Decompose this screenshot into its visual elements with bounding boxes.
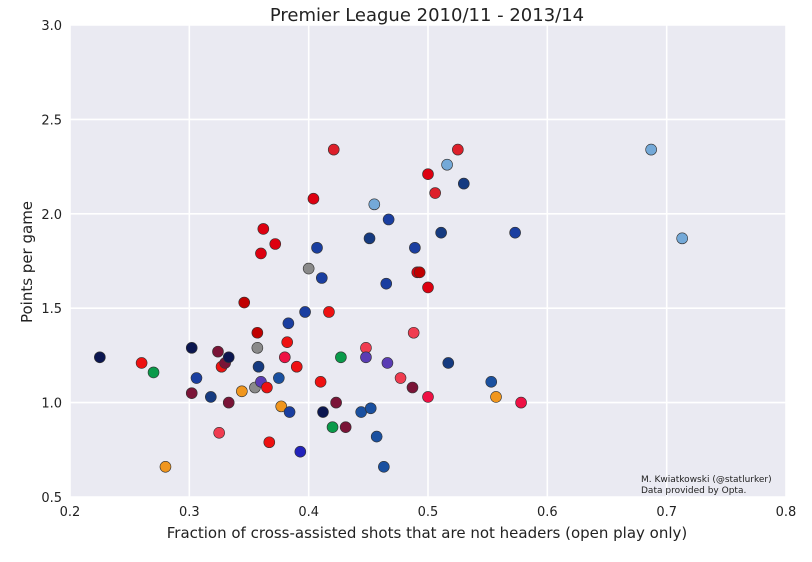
- x-axis-label: Fraction of cross-assisted shots that ar…: [167, 524, 688, 542]
- gridlines: [69, 24, 787, 498]
- chart-title: Premier League 2010/11 - 2013/14: [270, 5, 584, 26]
- data-point: [485, 376, 498, 388]
- data-point: [314, 376, 327, 388]
- data-points: [94, 143, 688, 473]
- data-point: [490, 391, 502, 403]
- y-axis-label: Points per game: [18, 201, 36, 323]
- data-point: [435, 226, 447, 239]
- data-point: [368, 198, 381, 211]
- data-point: [327, 143, 340, 156]
- data-point: [307, 192, 320, 205]
- credit-author: M. Kwiatkowski (@statlurker): [641, 475, 772, 485]
- x-tick-label: 0.5: [418, 505, 439, 520]
- data-point: [261, 381, 273, 394]
- data-point: [269, 238, 282, 250]
- y-tick-label: 3.0: [41, 19, 62, 34]
- data-point: [370, 430, 383, 443]
- data-point: [213, 427, 225, 439]
- credit-source: Data provided by Opta.: [641, 486, 746, 496]
- data-point: [315, 272, 328, 284]
- x-tick-label: 0.8: [776, 505, 797, 520]
- data-point: [294, 445, 307, 458]
- data-point: [263, 436, 276, 449]
- data-point: [212, 345, 224, 358]
- data-point: [335, 351, 347, 364]
- data-point: [452, 143, 464, 156]
- y-tick-label: 1.0: [41, 397, 62, 412]
- data-point: [330, 396, 342, 409]
- data-point: [282, 317, 295, 330]
- data-point: [409, 241, 421, 254]
- data-point: [441, 158, 453, 171]
- data-point: [364, 402, 377, 415]
- data-point: [442, 357, 455, 369]
- data-point: [159, 460, 172, 473]
- data-point: [360, 351, 372, 364]
- data-point: [509, 226, 521, 239]
- data-point: [251, 326, 264, 339]
- data-point: [190, 372, 203, 384]
- data-point: [283, 406, 296, 418]
- y-tick-label: 0.5: [41, 491, 62, 506]
- data-point: [255, 247, 267, 260]
- data-point: [236, 385, 248, 398]
- data-point: [273, 372, 285, 384]
- data-point: [363, 232, 376, 245]
- data-point: [185, 387, 198, 399]
- data-point: [281, 336, 293, 348]
- data-point: [278, 351, 291, 364]
- data-point: [326, 421, 339, 433]
- data-point: [429, 187, 441, 199]
- x-tick-label: 0.6: [537, 505, 558, 520]
- data-point: [275, 400, 288, 413]
- data-point: [257, 223, 270, 235]
- data-point: [422, 168, 434, 180]
- data-point: [205, 391, 217, 403]
- data-point: [339, 421, 352, 433]
- data-point: [422, 391, 434, 403]
- x-tick-label: 0.4: [298, 505, 319, 520]
- y-axis-ticks: 0.5 1.0 1.5 2.0 2.5 3.0: [41, 19, 62, 506]
- x-axis-ticks: 0.2 0.3 0.4 0.5 0.6 0.7 0.8: [60, 505, 797, 520]
- data-point: [676, 232, 688, 245]
- data-point: [394, 372, 407, 384]
- y-tick-label: 1.5: [41, 302, 62, 317]
- data-point: [238, 296, 251, 309]
- y-tick-label: 2.5: [41, 113, 62, 128]
- data-point: [94, 351, 106, 364]
- data-point: [413, 266, 426, 279]
- data-point: [222, 351, 235, 364]
- data-point: [299, 306, 311, 318]
- y-tick-label: 2.0: [41, 208, 62, 223]
- data-point: [135, 357, 148, 369]
- data-point: [302, 262, 315, 275]
- data-point: [515, 396, 527, 409]
- data-point: [251, 342, 264, 354]
- x-tick-label: 0.2: [60, 505, 81, 520]
- data-point: [252, 360, 265, 373]
- data-point: [323, 306, 335, 318]
- data-point: [407, 326, 420, 339]
- x-tick-label: 0.7: [656, 505, 677, 520]
- x-tick-label: 0.3: [179, 505, 200, 520]
- data-point: [381, 357, 394, 369]
- data-point: [380, 277, 393, 290]
- data-point: [645, 143, 657, 156]
- data-point: [147, 366, 160, 379]
- data-point: [317, 406, 329, 418]
- data-point: [406, 381, 419, 394]
- data-point: [185, 342, 198, 354]
- data-point: [311, 241, 323, 254]
- data-point: [378, 460, 390, 473]
- data-point: [422, 281, 434, 294]
- data-point: [290, 360, 303, 373]
- data-point: [457, 177, 470, 190]
- data-point: [222, 396, 235, 409]
- data-point: [382, 213, 395, 226]
